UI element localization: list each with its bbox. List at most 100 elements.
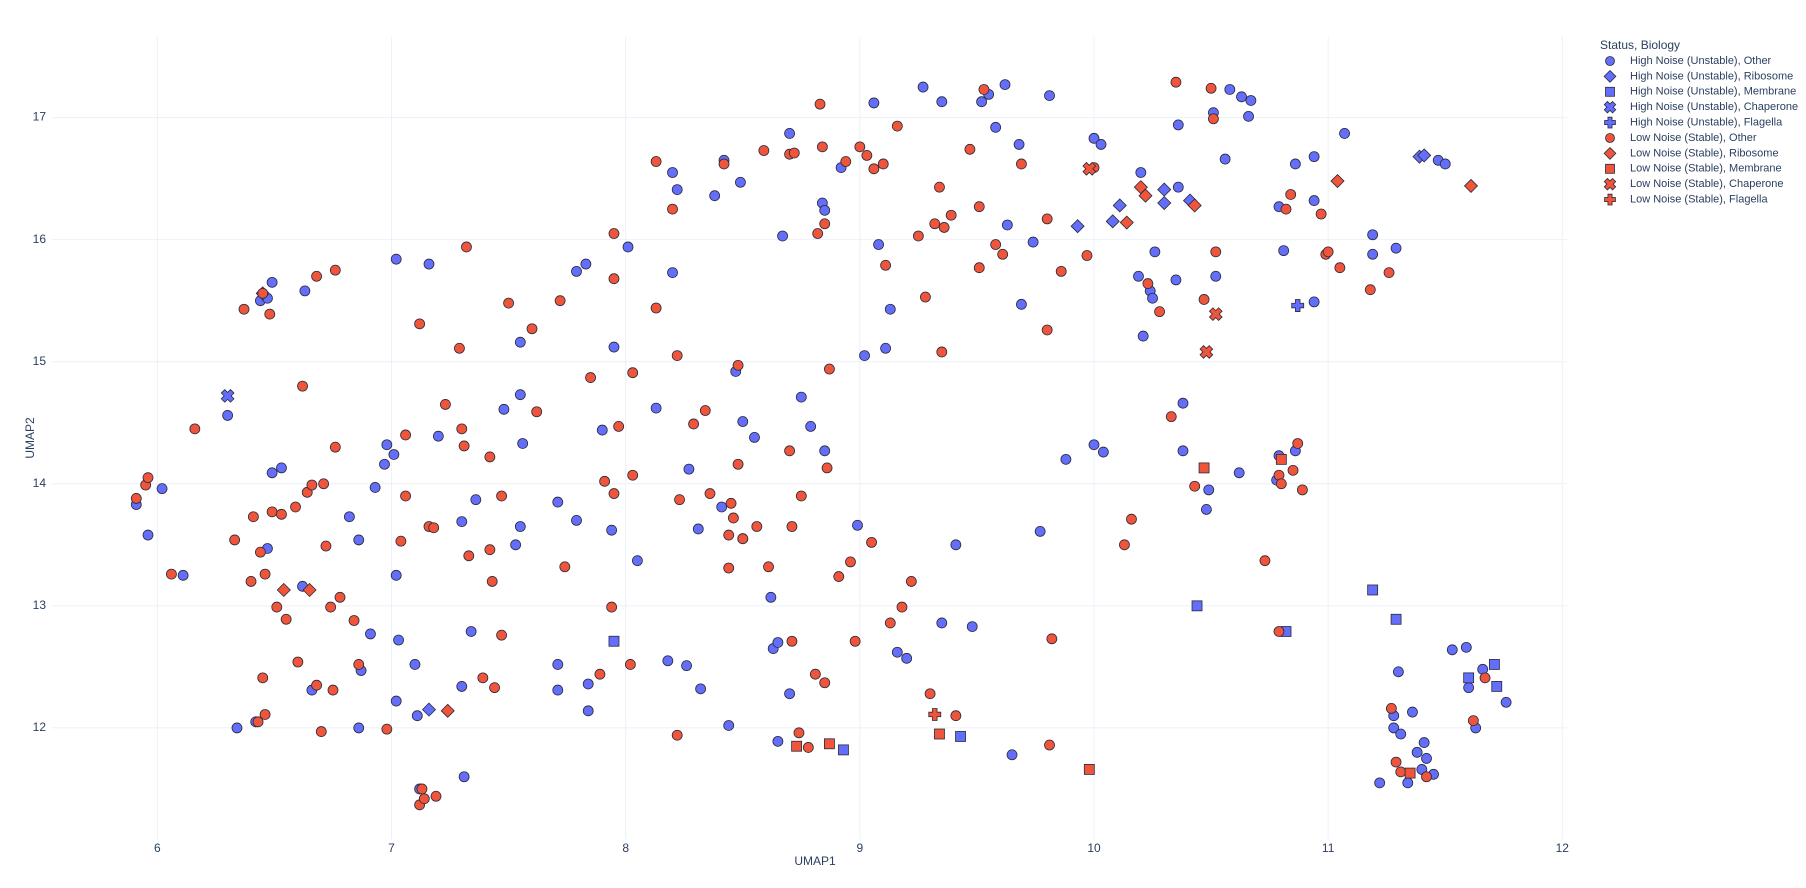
point <box>390 569 402 581</box>
point <box>554 295 566 307</box>
point <box>950 710 962 722</box>
point <box>1157 195 1172 211</box>
point <box>849 635 861 647</box>
point <box>934 728 945 740</box>
point <box>723 720 735 731</box>
point <box>1172 181 1184 193</box>
point <box>973 262 985 274</box>
point <box>432 430 444 442</box>
point <box>381 439 393 451</box>
point <box>786 521 798 532</box>
point <box>631 555 643 567</box>
point <box>318 478 330 490</box>
point <box>1142 278 1154 289</box>
point <box>1006 749 1018 761</box>
point <box>315 726 327 737</box>
point <box>1407 706 1418 718</box>
point <box>920 291 931 303</box>
point <box>973 201 985 213</box>
point <box>765 591 777 603</box>
point <box>1208 307 1223 322</box>
point <box>329 264 341 276</box>
point <box>514 389 526 401</box>
point <box>297 380 308 392</box>
point <box>229 534 241 546</box>
point <box>1046 633 1058 645</box>
point <box>390 695 402 707</box>
point <box>365 628 376 640</box>
point <box>1189 480 1201 492</box>
point <box>650 156 662 167</box>
point <box>156 483 168 495</box>
y-axis-title: UMAP2 <box>23 417 37 459</box>
legend-marker <box>1605 133 1615 143</box>
point <box>891 120 903 132</box>
point <box>353 659 365 670</box>
point <box>809 668 821 680</box>
point <box>688 418 699 430</box>
point <box>1060 453 1072 465</box>
point <box>662 655 674 667</box>
point <box>1016 158 1027 170</box>
point <box>264 308 276 320</box>
point <box>667 203 678 215</box>
legend-marker <box>1603 100 1617 114</box>
point <box>1105 214 1120 229</box>
point <box>681 660 692 672</box>
point <box>624 659 636 670</box>
point <box>1297 484 1308 496</box>
point <box>1219 153 1231 165</box>
point <box>763 561 774 573</box>
point <box>990 121 1002 133</box>
point <box>884 303 896 315</box>
point <box>463 550 475 562</box>
point <box>1095 139 1107 150</box>
legend-label: High Noise (Unstable), Chaperone <box>1630 101 1798 113</box>
point <box>1016 298 1027 310</box>
point <box>718 158 730 170</box>
point <box>1308 195 1320 206</box>
point <box>606 524 618 536</box>
point <box>1390 613 1402 625</box>
point <box>838 744 849 756</box>
point <box>552 496 564 508</box>
legend-label: High Noise (Unstable), Ribosome <box>1630 70 1793 82</box>
point <box>496 490 507 502</box>
point <box>439 399 451 410</box>
point <box>1500 696 1512 708</box>
point <box>1421 753 1432 764</box>
point <box>833 571 845 582</box>
point <box>470 494 482 506</box>
point <box>1315 208 1327 220</box>
point <box>709 190 721 202</box>
point <box>1383 267 1395 278</box>
point <box>650 402 662 414</box>
point <box>369 482 381 493</box>
legend-marker <box>1604 193 1616 206</box>
point <box>777 230 788 242</box>
point <box>486 576 498 587</box>
point <box>1205 82 1217 94</box>
point <box>912 230 924 242</box>
point <box>1439 158 1451 170</box>
point <box>1041 213 1053 225</box>
point <box>517 438 529 449</box>
point <box>845 556 856 568</box>
point <box>325 601 337 613</box>
point <box>1208 113 1219 125</box>
point <box>608 341 620 353</box>
point <box>1112 198 1127 213</box>
point <box>1367 229 1379 241</box>
point <box>266 467 278 479</box>
point <box>1119 215 1134 230</box>
point <box>428 522 440 534</box>
point <box>1044 739 1055 751</box>
point <box>990 239 1002 250</box>
point <box>456 516 468 528</box>
x-tick-label: 6 <box>154 841 161 855</box>
point <box>1133 270 1144 282</box>
legend-marker <box>1603 146 1617 160</box>
point <box>1135 167 1147 178</box>
point <box>222 410 234 421</box>
point <box>786 635 798 647</box>
